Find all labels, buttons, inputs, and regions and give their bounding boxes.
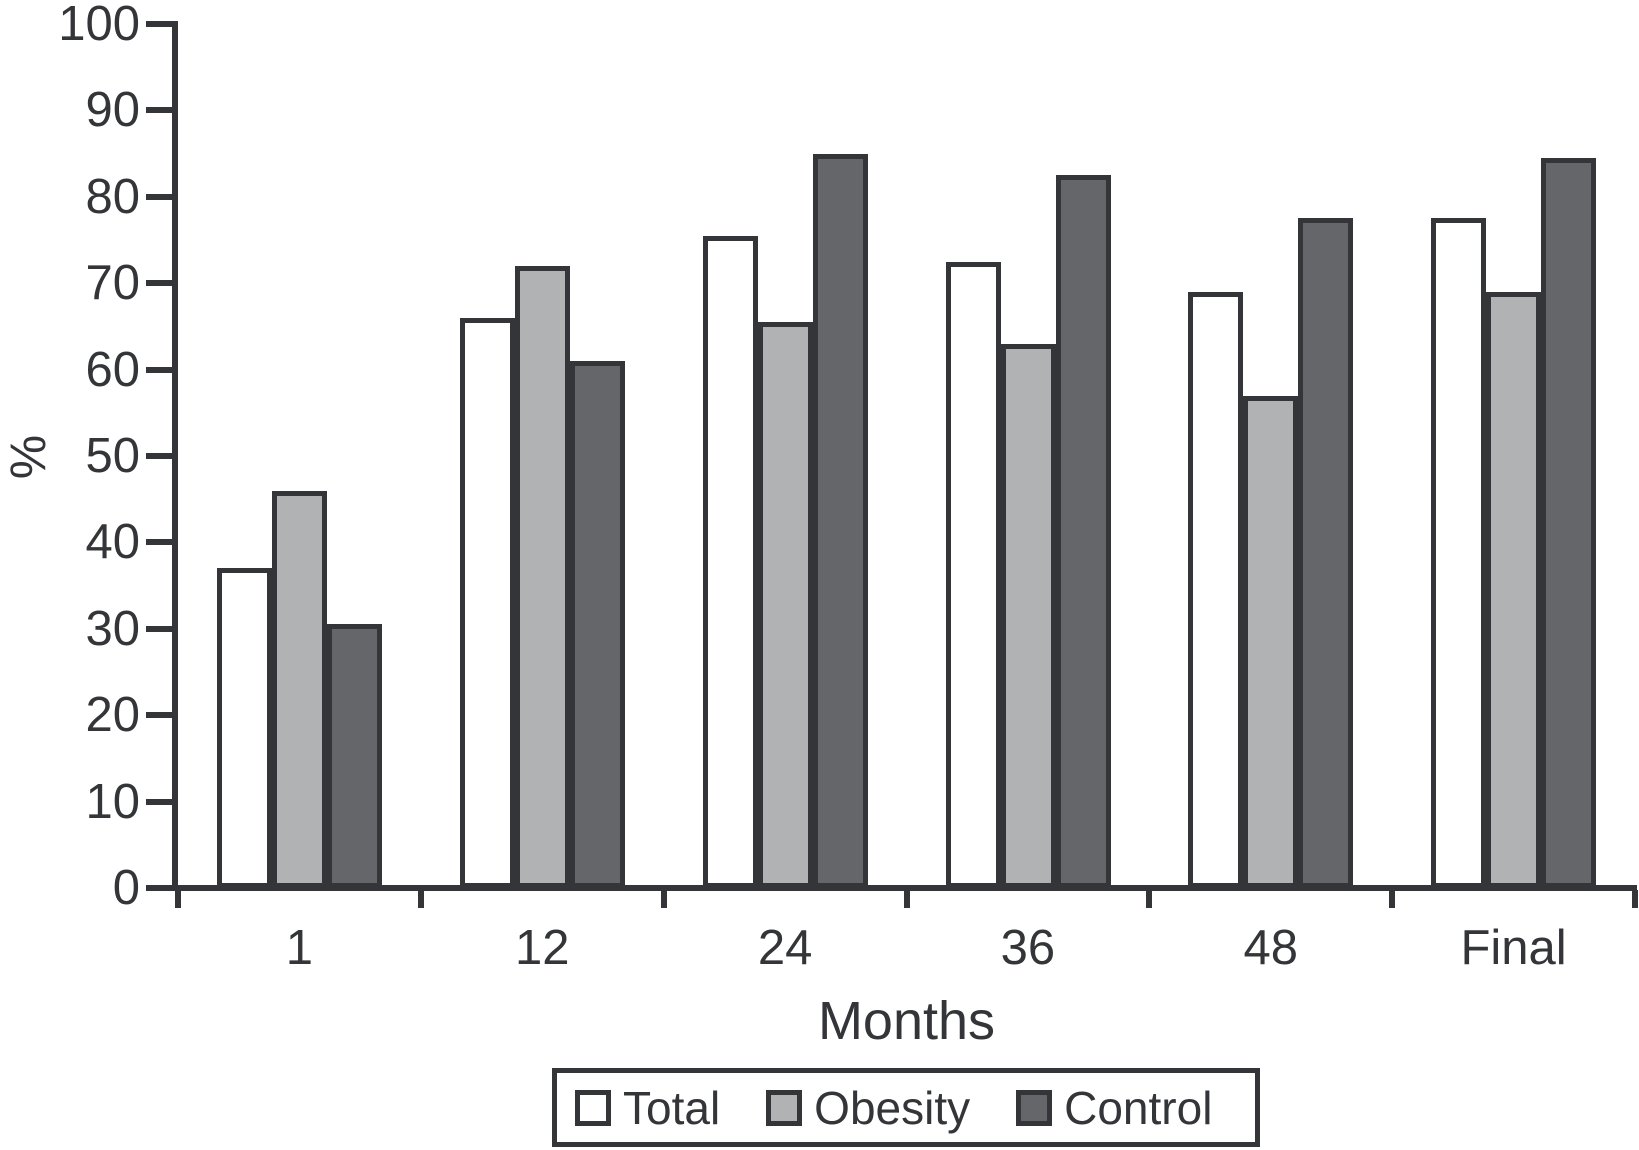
legend-swatch-obesity	[766, 1089, 803, 1126]
x-axis-line	[150, 885, 1637, 891]
y-tick-label: 80	[85, 169, 140, 224]
y-tick-label: 10	[85, 774, 140, 829]
x-tick-label-36: 36	[1000, 921, 1056, 975]
legend-swatch-total	[575, 1089, 611, 1126]
bar-total-36	[946, 262, 1001, 888]
legend-label-total: Total	[623, 1081, 721, 1134]
x-tick	[660, 890, 667, 908]
legend-box: Total Obesity Control	[552, 1068, 1260, 1147]
bar-control-48	[1298, 218, 1353, 888]
y-tick	[146, 798, 172, 805]
x-tick-label-24: 24	[757, 921, 813, 975]
y-tick	[146, 193, 172, 200]
y-axis-line	[172, 21, 178, 891]
legend-label-obesity: Obesity	[814, 1081, 971, 1134]
y-tick	[146, 453, 172, 459]
bar-total-Final	[1431, 218, 1486, 888]
bar-obesity-36	[1001, 344, 1056, 888]
x-tick	[1389, 890, 1396, 908]
y-tick	[146, 712, 172, 719]
y-tick	[146, 366, 172, 373]
bar-total-24	[703, 236, 758, 888]
bar-total-48	[1188, 292, 1243, 888]
legend-item-total: Total	[575, 1083, 720, 1133]
x-tick-label-Final: Final	[1460, 921, 1567, 975]
bar-control-36	[1056, 175, 1111, 888]
y-tick	[146, 280, 172, 287]
y-tick-label: 40	[85, 515, 140, 570]
bar-total-12	[460, 318, 515, 888]
bar-obesity-1	[272, 491, 327, 888]
y-tick	[146, 107, 172, 114]
legend-swatch-control	[1016, 1089, 1053, 1126]
y-tick-label: 0	[112, 861, 140, 915]
bar-control-Final	[1541, 158, 1596, 888]
y-tick	[146, 885, 172, 891]
bar-obesity-48	[1243, 396, 1298, 888]
bar-control-1	[327, 624, 382, 888]
y-tick-label: 60	[85, 342, 140, 397]
y-tick	[146, 539, 172, 546]
y-tick	[146, 21, 172, 27]
y-tick-label: 100	[58, 0, 140, 51]
x-tick	[903, 890, 910, 908]
x-tick	[175, 890, 181, 908]
bar-obesity-12	[515, 266, 570, 888]
bar-control-12	[570, 361, 625, 888]
y-tick-label: 90	[85, 83, 140, 138]
bar-obesity-Final	[1486, 292, 1541, 888]
x-tick	[1632, 890, 1638, 908]
x-tick-label-48: 48	[1243, 921, 1298, 975]
y-tick-label: 30	[85, 601, 140, 656]
x-tick	[1146, 890, 1153, 908]
bar-obesity-24	[758, 322, 813, 888]
bar-total-1	[217, 568, 272, 888]
y-tick-label: 70	[85, 256, 140, 311]
legend-item-control: Control	[1016, 1083, 1212, 1133]
y-tick	[146, 625, 172, 632]
y-tick-label: 20	[85, 688, 140, 743]
x-tick	[417, 890, 424, 908]
bar-control-24	[813, 154, 868, 888]
y-tick-label: 50	[85, 429, 140, 483]
legend-item-obesity: Obesity	[766, 1083, 970, 1133]
x-axis-title: Months	[817, 991, 996, 1051]
legend-label-control: Control	[1064, 1081, 1213, 1134]
x-tick-label-1: 1	[285, 921, 314, 975]
x-tick-label-12: 12	[514, 921, 570, 975]
